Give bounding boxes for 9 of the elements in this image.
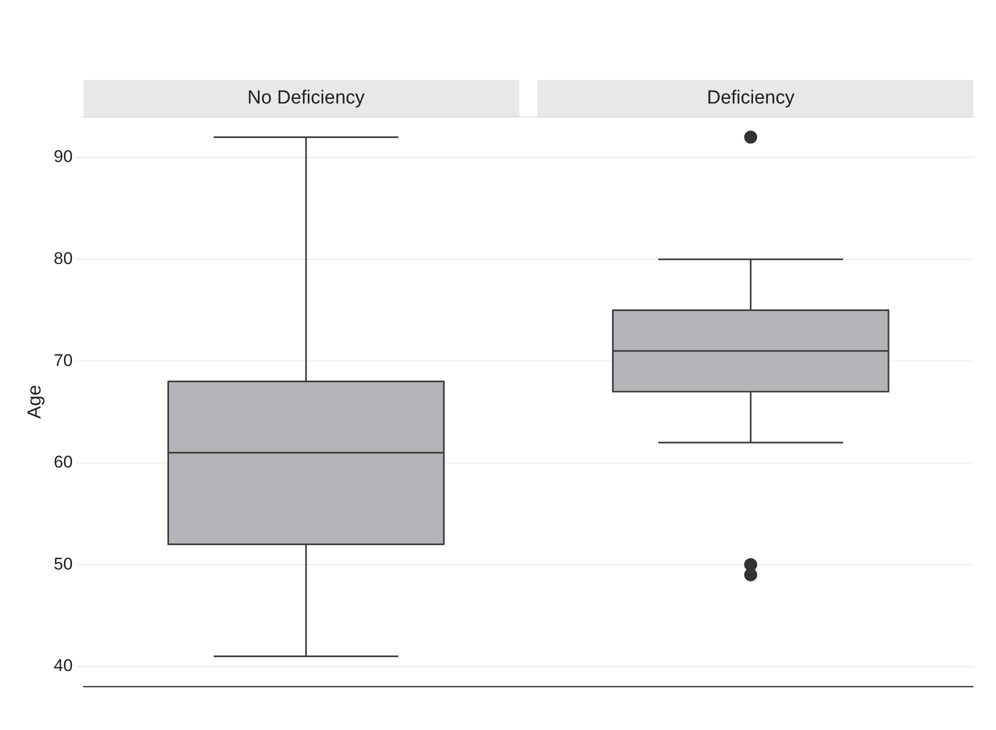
y-tick-label: 60 xyxy=(54,452,73,472)
x-tick-label: Deficiency xyxy=(706,88,795,109)
y-tick-label: 90 xyxy=(54,147,73,166)
x-tick-label: No Deficiency xyxy=(247,88,366,109)
y-axis-title: Age xyxy=(24,384,46,419)
y-tick-label: 50 xyxy=(54,554,73,574)
y-tick-label: 70 xyxy=(54,350,73,370)
y-tick-label: 80 xyxy=(54,248,73,268)
y-tick-label: 40 xyxy=(54,656,73,676)
